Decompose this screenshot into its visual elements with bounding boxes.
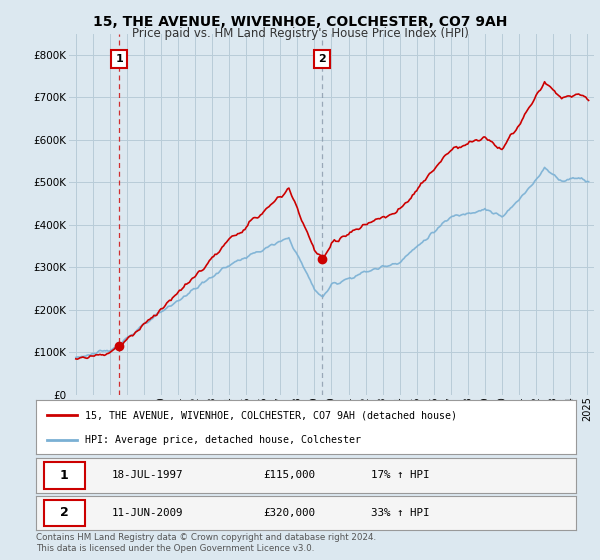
Text: 1: 1 [115, 54, 123, 64]
Text: 33% ↑ HPI: 33% ↑ HPI [371, 508, 430, 518]
Text: HPI: Average price, detached house, Colchester: HPI: Average price, detached house, Colc… [85, 435, 361, 445]
Text: £320,000: £320,000 [263, 508, 315, 518]
Text: 11-JUN-2009: 11-JUN-2009 [112, 508, 183, 518]
FancyBboxPatch shape [44, 500, 85, 526]
Text: 1: 1 [60, 469, 68, 482]
Text: 2: 2 [60, 506, 68, 520]
Text: 15, THE AVENUE, WIVENHOE, COLCHESTER, CO7 9AH (detached house): 15, THE AVENUE, WIVENHOE, COLCHESTER, CO… [85, 410, 457, 421]
Text: 18-JUL-1997: 18-JUL-1997 [112, 470, 183, 480]
Text: Contains HM Land Registry data © Crown copyright and database right 2024.
This d: Contains HM Land Registry data © Crown c… [36, 533, 376, 553]
Text: 15, THE AVENUE, WIVENHOE, COLCHESTER, CO7 9AH: 15, THE AVENUE, WIVENHOE, COLCHESTER, CO… [93, 15, 507, 29]
Text: Price paid vs. HM Land Registry's House Price Index (HPI): Price paid vs. HM Land Registry's House … [131, 27, 469, 40]
Text: 2: 2 [318, 54, 326, 64]
Text: 17% ↑ HPI: 17% ↑ HPI [371, 470, 430, 480]
Text: £115,000: £115,000 [263, 470, 315, 480]
FancyBboxPatch shape [44, 462, 85, 489]
